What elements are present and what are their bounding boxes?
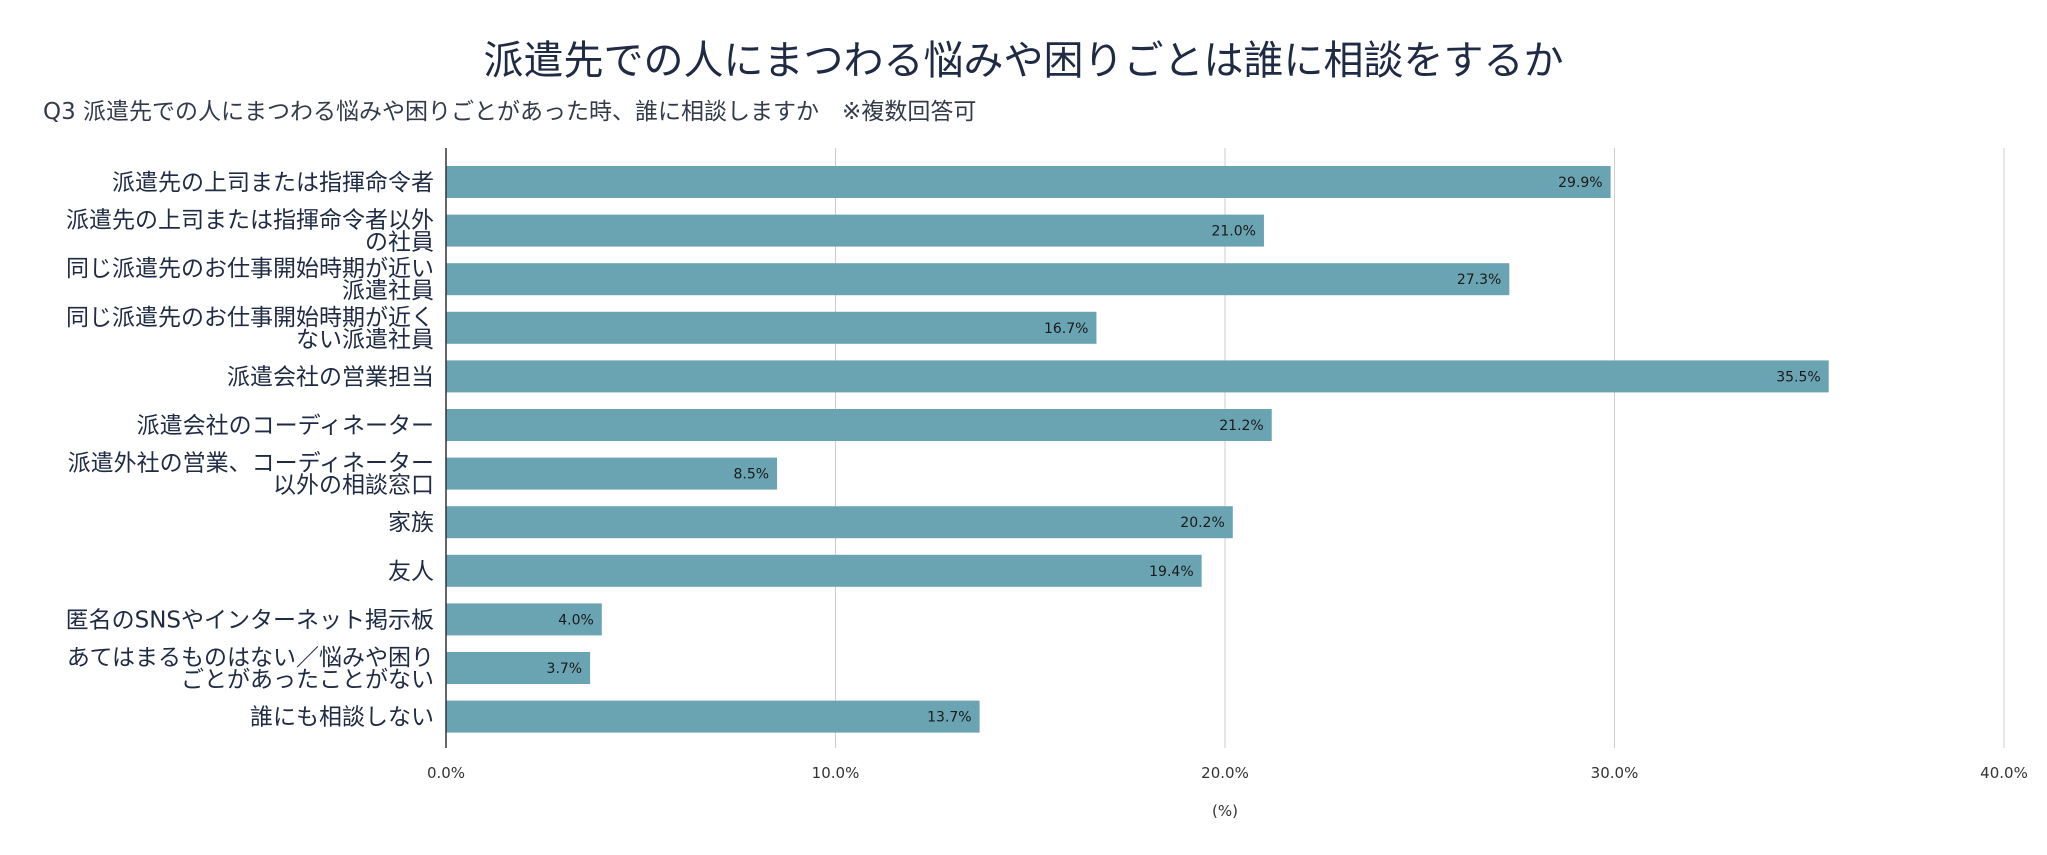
data-label: 27.3% [1457, 272, 1501, 288]
category-label-line: ない派遣社員 [296, 327, 434, 353]
bar [446, 652, 591, 684]
data-label: 8.5% [733, 467, 769, 483]
category-label-line: の社員 [365, 230, 434, 256]
category-label-line: あてはまるものはない／悩みや困り [67, 645, 434, 671]
x-tick-label: 0.0% [427, 764, 465, 782]
category-label: 派遣会社のコーディネーター [137, 413, 434, 439]
category-label: 友人 [388, 559, 434, 585]
category-label-line: 派遣外社の営業、コーディネーター [68, 451, 434, 477]
category-label: 同じ派遣先のお仕事開始時期が近くない派遣社員 [66, 305, 434, 353]
bar [446, 603, 602, 636]
category-label: 派遣先の上司または指揮命令者 [112, 170, 434, 196]
grid-lines [835, 148, 2005, 748]
chart-title: 派遣先での人にまつわる悩みや困りごとは誰に相談をするか [483, 38, 1564, 84]
x-tick-label: 40.0% [1980, 764, 2028, 782]
data-label: 29.9% [1558, 175, 1602, 191]
bar [446, 700, 980, 733]
bar [446, 409, 1272, 441]
category-label: 家族 [388, 510, 434, 536]
data-label: 4.0% [558, 612, 594, 628]
data-label: 3.7% [547, 661, 583, 677]
category-label-line: 家族 [388, 510, 434, 536]
category-label: 派遣先の上司または指揮命令者以外の社員 [66, 208, 434, 256]
data-label: 19.4% [1149, 564, 1193, 580]
data-label: 13.7% [927, 710, 971, 726]
category-label-line: 匿名のSNSやインターネット掲示板 [66, 607, 434, 633]
category-label: あてはまるものはない／悩みや困りごとがあったことがない [67, 645, 434, 693]
data-label: 21.0% [1211, 224, 1255, 240]
x-tick-label: 10.0% [812, 764, 860, 782]
category-label-line: 派遣会社の営業担当 [227, 364, 434, 390]
x-tick-label: 30.0% [1591, 764, 1639, 782]
category-label-line: 友人 [388, 559, 434, 585]
category-label: 誰にも相談しない [250, 705, 434, 731]
bar [446, 214, 1264, 247]
chart-subtitle: Q3 派遣先での人にまつわる悩みや困りごとがあった時、誰に相談しますか ※複数回… [43, 99, 977, 125]
category-label-line: 同じ派遣先のお仕事開始時期が近い [66, 256, 434, 282]
category-label-line: 派遣社員 [342, 278, 434, 304]
bar [446, 506, 1233, 539]
category-label-line: ごとがあったことがない [181, 667, 434, 693]
bar [446, 311, 1097, 344]
data-label: 16.7% [1044, 321, 1088, 337]
category-label: 派遣外社の営業、コーディネーター以外の相談窓口 [68, 451, 434, 499]
category-label-line: 同じ派遣先のお仕事開始時期が近く [66, 305, 434, 331]
data-label: 35.5% [1776, 369, 1820, 385]
category-label-line: 派遣会社のコーディネーター [137, 413, 434, 439]
category-label: 同じ派遣先のお仕事開始時期が近い派遣社員 [66, 256, 434, 304]
x-tick-label: 20.0% [1201, 764, 1249, 782]
bar [446, 457, 778, 490]
category-label-line: 誰にも相談しない [250, 705, 434, 731]
category-label: 匿名のSNSやインターネット掲示板 [66, 607, 434, 633]
x-axis-label: (%) [1212, 802, 1238, 820]
data-label: 21.2% [1219, 418, 1263, 434]
category-label-line: 派遣先の上司または指揮命令者以外 [66, 208, 434, 234]
bar [446, 263, 1510, 296]
x-axis-ticks: 0.0% 10.0% 20.0% 30.0% 40.0% [427, 764, 2028, 782]
bar [446, 554, 1202, 587]
category-label-line: 派遣先の上司または指揮命令者 [112, 170, 434, 196]
category-label: 派遣会社の営業担当 [227, 364, 434, 390]
bars: 29.9% 21.0% 27.3% 16.7% 35.5% 21.2% 8.5% 20.2% 1… [446, 166, 1829, 733]
bar [446, 166, 1611, 198]
data-label: 20.2% [1180, 515, 1224, 531]
category-labels: 派遣先の上司または指揮命令者派遣先の上司または指揮命令者以外の社員同じ派遣先のお… [66, 170, 434, 731]
category-label-line: 以外の相談窓口 [273, 473, 434, 499]
bar [446, 360, 1829, 393]
